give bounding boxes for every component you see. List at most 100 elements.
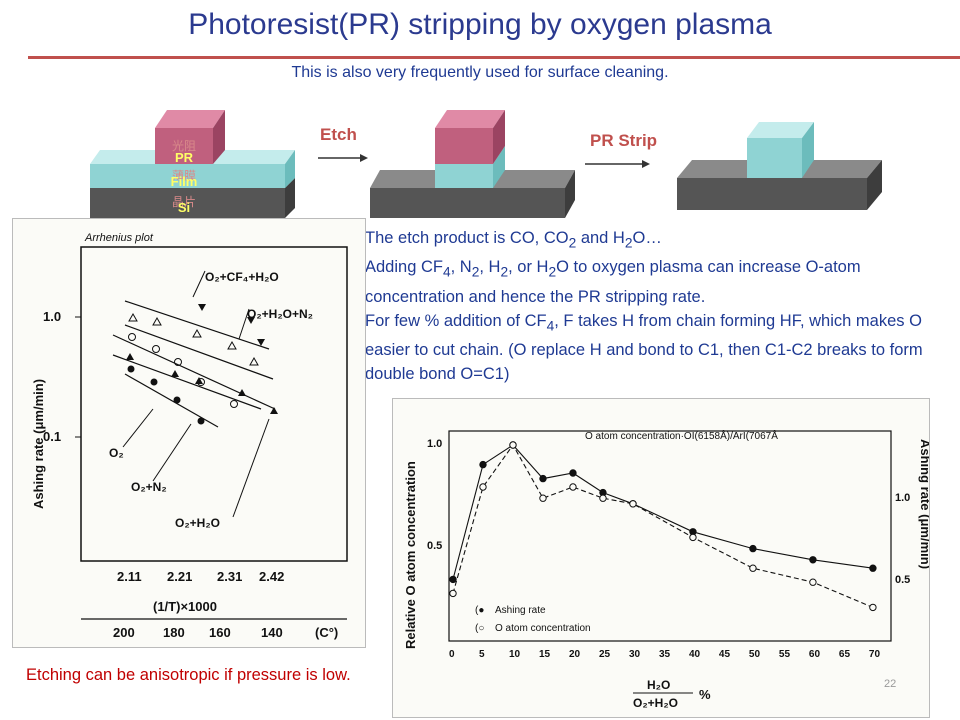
series-0-point-10	[869, 564, 877, 572]
chart-xtick-35: 35	[659, 649, 671, 660]
chart-xtick-60: 60	[809, 649, 821, 660]
chart-xtick-20: 20	[569, 649, 581, 660]
chart-ytick-10: 1.0	[427, 438, 442, 450]
label-o2: O₂	[109, 446, 124, 460]
arrhenius-ytick-1: 1.0	[43, 309, 61, 324]
chart-xtick-25: 25	[599, 649, 611, 660]
series-1-point-5	[599, 494, 607, 502]
series-1-point-6	[629, 500, 637, 508]
chart-xtick-65: 65	[839, 649, 851, 660]
slide-subtitle: This is also very frequently used for su…	[291, 64, 669, 81]
etch-label: Etch	[320, 125, 357, 144]
chart-xtick-45: 45	[719, 649, 731, 660]
process-diagram: 光阻 PR 薄膜 Film 晶片 Si Etch PR Strip	[90, 110, 657, 218]
footer-note: Etching can be anisotropic if pressure i…	[26, 666, 351, 684]
stack-initial: 光阻 PR 薄膜 Film 晶片 Si	[90, 110, 295, 218]
pt-cf4-1	[198, 304, 206, 311]
chart-xlabel-unit: %	[699, 687, 711, 702]
xtick-top-2: 2.21	[167, 569, 192, 584]
pr-front	[155, 128, 213, 164]
xtick-bot-3: 160	[209, 625, 231, 640]
xtick-bot-4: 140	[261, 625, 283, 640]
xtick-bot-2: 180	[163, 625, 185, 640]
chart-xtick-50: 50	[749, 649, 761, 660]
legend-oatom-marker: (○	[475, 623, 484, 634]
series-1-point-1	[479, 483, 487, 491]
film-chinese-label: 薄膜	[172, 168, 196, 183]
label-cf4: O₂+CF₄+H₂O	[205, 270, 279, 284]
si-chinese-label: 晶片	[172, 195, 196, 209]
chart-xtick-15: 15	[539, 649, 551, 660]
pr-layer-label: PR	[175, 150, 194, 165]
body-line-1: The etch product is CO, CO2 and H2O…	[365, 229, 662, 251]
chart-y2label: Ashing rate (μm/min)	[918, 439, 930, 569]
chart-y2tick-10: 1.0	[895, 492, 910, 504]
chart-xtick-10: 10	[509, 649, 521, 660]
chart-xtick-70: 70	[869, 649, 881, 660]
xtick-top-3: 2.31	[217, 569, 242, 584]
slide-title: Photoresist(PR) stripping by oxygen plas…	[188, 8, 772, 41]
arrhenius-frame	[80, 246, 348, 562]
series-0-point-4	[569, 469, 577, 477]
xlabel-bottom: (C°)	[315, 625, 338, 640]
series-1-point-10	[869, 603, 877, 612]
series-0-point-3	[539, 474, 547, 483]
chart-xtick-0: 0	[449, 649, 455, 660]
arrhenius-points	[126, 304, 278, 425]
chart-ylabel: Relative O atom concentration	[403, 461, 418, 649]
title-divider	[28, 56, 960, 59]
arrhenius-ytick-01: 0.1	[43, 429, 61, 444]
series-1-point-7	[689, 533, 697, 542]
chart-frame	[448, 430, 892, 642]
legend-ashing-marker: (●	[475, 605, 484, 616]
xlabel-top: (1/T)×1000	[153, 599, 217, 614]
si-side	[285, 178, 295, 218]
si-front	[90, 188, 285, 218]
stack-stripped	[677, 122, 882, 210]
series-1-point-3	[539, 494, 547, 502]
series-0-point-9	[809, 556, 817, 564]
chart-xlabel-num: H₂O	[647, 678, 670, 692]
chart-xtick-55: 55	[779, 649, 791, 660]
series-0-point-0	[449, 575, 457, 584]
chart-xtick-40: 40	[689, 649, 701, 660]
si-layer-label: Si	[178, 200, 190, 215]
stack-etched	[370, 110, 575, 218]
chart-xlabel-den: O₂+H₂O	[633, 696, 678, 710]
arrhenius-ylabel: Ashing rate (μm/min)	[31, 379, 46, 509]
series-1-point-9	[809, 578, 817, 586]
xtick-bot-1: 200	[113, 625, 135, 640]
arrhenius-plot: Arrhenius plot Ashing rate (μm/min) 1.0 …	[12, 218, 366, 648]
series-1-point-2	[509, 441, 517, 449]
body-line-2: Adding CF4, N2, H2, or H2O to oxygen pla…	[365, 258, 861, 306]
label-o2-n2: O₂+N₂	[131, 480, 167, 494]
pr-strip-label: PR Strip	[590, 131, 657, 150]
chart-legend-top: O atom concentration·OI(6158Å)/ArI(7067Å	[585, 429, 778, 442]
series-line-1	[452, 443, 874, 608]
film-layer-label: Film	[171, 174, 198, 189]
chart-x-ticks: 0 5 10 15 20 25 30 35 40 45 50 55 60 65 70	[449, 649, 880, 660]
series-0-point-1	[479, 460, 487, 469]
label-h2o-n2: O₂+H₂O+N₂	[247, 307, 313, 321]
chart-xtick-5: 5	[479, 649, 485, 660]
film-front	[90, 164, 285, 188]
series-0-point-8	[749, 544, 757, 553]
label-o2-h2o: O₂+H₂O	[175, 516, 220, 530]
arrhenius-lines	[112, 300, 276, 428]
arrhenius-title: Arrhenius plot	[84, 232, 154, 244]
chart-xtick-30: 30	[629, 649, 641, 660]
pr-chinese-label: 光阻	[172, 139, 196, 153]
xtick-top-1: 2.11	[117, 569, 142, 584]
page-number: 22	[884, 678, 897, 690]
body-line-3: For few % addition of CF4, F takes H fro…	[365, 311, 923, 383]
chart-ytick-05: 0.5	[427, 540, 442, 552]
series-1-point-8	[749, 564, 757, 572]
legend-ashing: Ashing rate	[495, 605, 546, 616]
chart-y2tick-05: 0.5	[895, 574, 910, 586]
series-1-point-0	[449, 589, 457, 598]
xtick-top-4: 2.42	[259, 569, 284, 584]
o-atom-chart: Relative O atom concentration Ashing rat…	[392, 398, 930, 718]
body-paragraph: The etch product is CO, CO2 and H2O… Add…	[365, 226, 955, 386]
series-1-point-4	[569, 483, 577, 491]
legend-oatom: O atom concentration	[495, 623, 591, 634]
